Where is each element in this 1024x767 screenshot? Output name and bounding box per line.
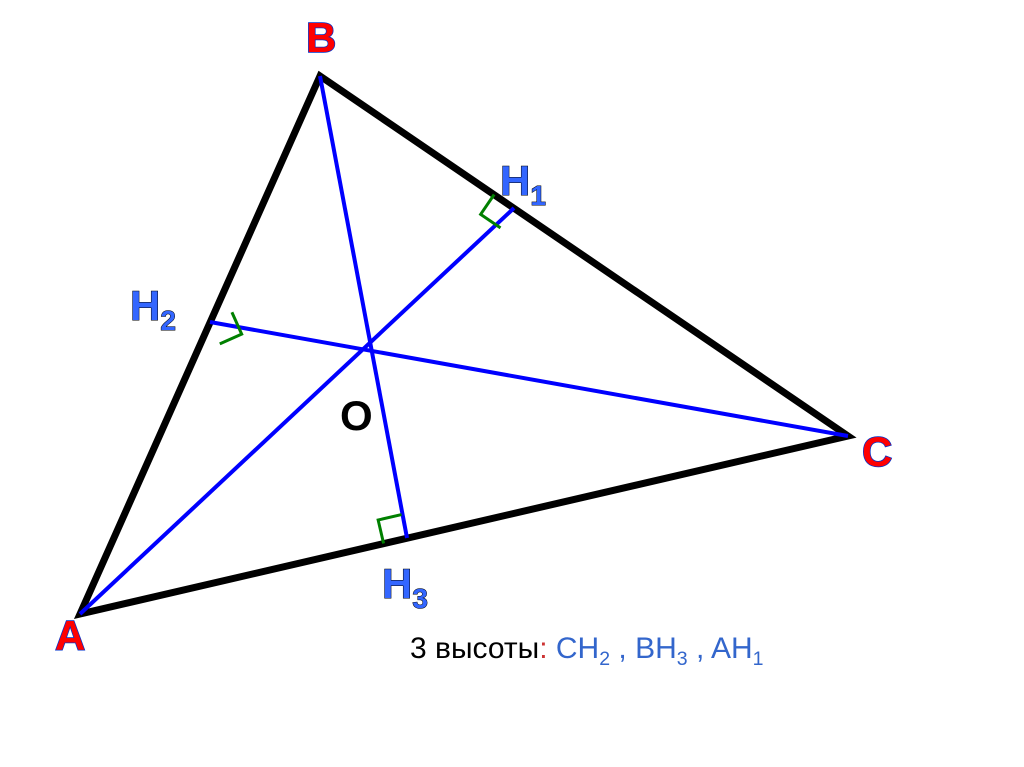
caption-prefix: 3 высоты bbox=[410, 632, 539, 665]
diagram-caption: 3 высоты: CH2 , BH3 , AH1 bbox=[410, 632, 764, 671]
caption-colon: : bbox=[539, 632, 556, 665]
foot-label-h3: H3 bbox=[382, 560, 428, 614]
foot-label-h1: H1 bbox=[500, 157, 546, 211]
right-angle-marker-h2 bbox=[220, 312, 242, 344]
caption-item-2: AH1 bbox=[711, 632, 764, 665]
vertex-label-b: B bbox=[306, 14, 336, 61]
caption-item-0: CH2 bbox=[556, 632, 610, 665]
vertex-label-a: A bbox=[55, 612, 85, 659]
caption-item-1: BH3 bbox=[635, 632, 688, 665]
triangle-abc bbox=[80, 76, 848, 614]
foot-label-h2: H2 bbox=[130, 282, 176, 336]
altitude-bh3 bbox=[320, 76, 407, 538]
altitude-ch2 bbox=[210, 322, 848, 436]
vertex-label-c: C bbox=[862, 428, 892, 475]
altitude-ah1 bbox=[80, 208, 514, 614]
orthocenter-label: O bbox=[340, 392, 373, 439]
